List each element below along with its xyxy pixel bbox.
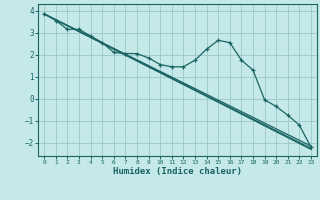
- X-axis label: Humidex (Indice chaleur): Humidex (Indice chaleur): [113, 167, 242, 176]
